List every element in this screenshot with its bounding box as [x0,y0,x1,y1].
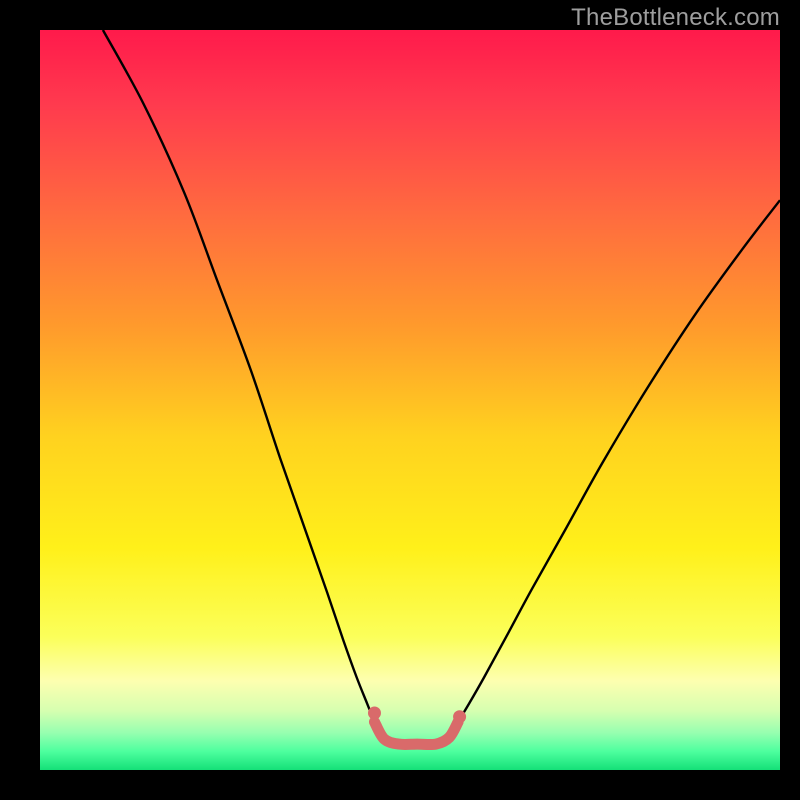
frame-left [0,0,40,800]
watermark-text: TheBottleneck.com [571,4,780,32]
bottleneck-chart [0,0,800,800]
gradient-background [40,30,780,770]
optimal-range-dot-right [453,710,466,723]
frame-bottom [0,770,800,800]
frame-right [780,0,800,800]
optimal-range-dot-left [368,707,381,720]
